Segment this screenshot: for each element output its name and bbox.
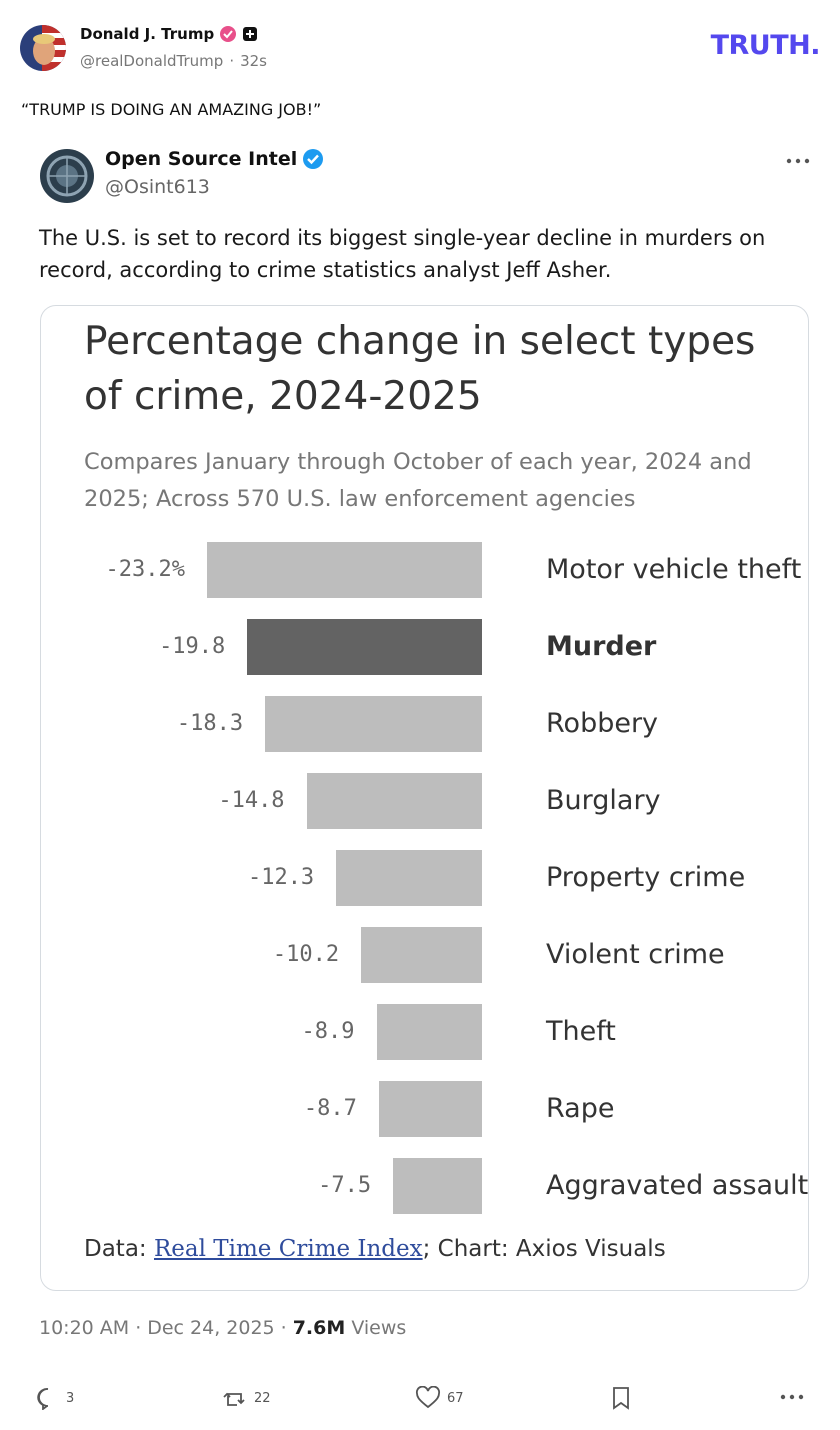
category-label: Motor vehicle theft (546, 554, 802, 585)
truth-logo[interactable]: TRUTH. (710, 30, 821, 61)
tweet-date: Dec 24, 2025 (129, 1317, 274, 1339)
chart-source: Data: Real Time Crime Index; Chart: Axio… (84, 1236, 666, 1262)
tweet-meta: 10:20 AMDec 24, 2025 7.6M Views (39, 1317, 406, 1339)
value-label: -18.3 (176, 711, 244, 736)
bar (336, 850, 482, 906)
bar (361, 927, 482, 983)
chart-title: Percentage change in select types of cri… (84, 319, 756, 419)
chart-card: Percentage change in select types of cri… (40, 305, 809, 1291)
source-prefix: Data: (84, 1236, 147, 1262)
more-icon (780, 1394, 804, 1400)
bar (247, 619, 482, 675)
tweet-time: 10:20 AM (39, 1317, 130, 1339)
source-suffix: ; Chart: Axios Visuals (422, 1236, 666, 1262)
tweet-text: The U.S. is set to record its biggest si… (39, 226, 766, 282)
bar (376, 1004, 482, 1060)
source-link[interactable]: Real Time Crime Index (153, 1236, 423, 1262)
category-label: Theft (546, 1016, 616, 1047)
author-name[interactable]: Donald J. Trump (80, 25, 215, 43)
author-avatar[interactable] (20, 25, 66, 71)
value-label: -12.3 (247, 865, 315, 890)
author-row: Donald J. Trump (80, 25, 258, 43)
value-label: -8.9 (301, 1019, 355, 1044)
bar (207, 542, 482, 598)
chart-subtitle: Compares January through October of each… (84, 449, 752, 512)
value-label: -14.8 (218, 788, 285, 813)
post-time: 32s (223, 52, 267, 70)
tweet-views: 7.6M (292, 1317, 346, 1339)
category-label: Robbery (546, 708, 659, 739)
tweet-author-row: Open Source Intel (105, 148, 324, 170)
repost-count: 22 (254, 1390, 271, 1406)
bookmark-button[interactable] (611, 1386, 631, 1410)
repost-button[interactable]: 22 (222, 1386, 271, 1410)
reply-icon (37, 1388, 49, 1410)
like-button[interactable]: 67 (415, 1386, 464, 1410)
plus-badge (243, 27, 258, 41)
tweet-author: Open Source Intel (105, 148, 298, 170)
value-label: -8.7 (303, 1096, 357, 1121)
category-label: Property crime (546, 862, 746, 893)
bar (393, 1158, 482, 1214)
reply-button[interactable]: 3 (36, 1386, 74, 1410)
post-text: “TRUMP IS DOING AN AMAZING JOB!” (21, 100, 322, 119)
tweet-views-label: Views (351, 1317, 407, 1339)
more-button[interactable] (780, 1392, 804, 1402)
author-meta: @realDonaldTrump32s (80, 52, 267, 70)
value-label: -23.2% (105, 557, 185, 582)
like-icon (416, 1386, 440, 1409)
repost-icon (223, 1392, 245, 1406)
category-label: Murder (546, 631, 657, 662)
tweet-handle: @Osint613 (105, 176, 210, 198)
bar (265, 696, 482, 752)
category-label: Aggravated assault (546, 1170, 809, 1201)
value-label: -19.8 (159, 634, 226, 659)
bar (306, 773, 482, 829)
value-label: -7.5 (318, 1173, 372, 1198)
like-count: 67 (447, 1390, 464, 1406)
bar (378, 1081, 482, 1137)
value-label: -10.2 (272, 942, 340, 967)
category-label: Violent crime (546, 939, 725, 970)
tweet-more (786, 158, 810, 164)
bookmark-icon (613, 1387, 629, 1410)
category-label: Rape (546, 1093, 615, 1124)
tweet-avatar (40, 149, 94, 203)
category-label: Burglary (546, 785, 661, 816)
verified-badge (220, 26, 237, 42)
reply-count: 3 (66, 1390, 75, 1406)
author-handle[interactable]: @realDonaldTrump (80, 52, 224, 70)
tweet-verified (303, 149, 324, 169)
